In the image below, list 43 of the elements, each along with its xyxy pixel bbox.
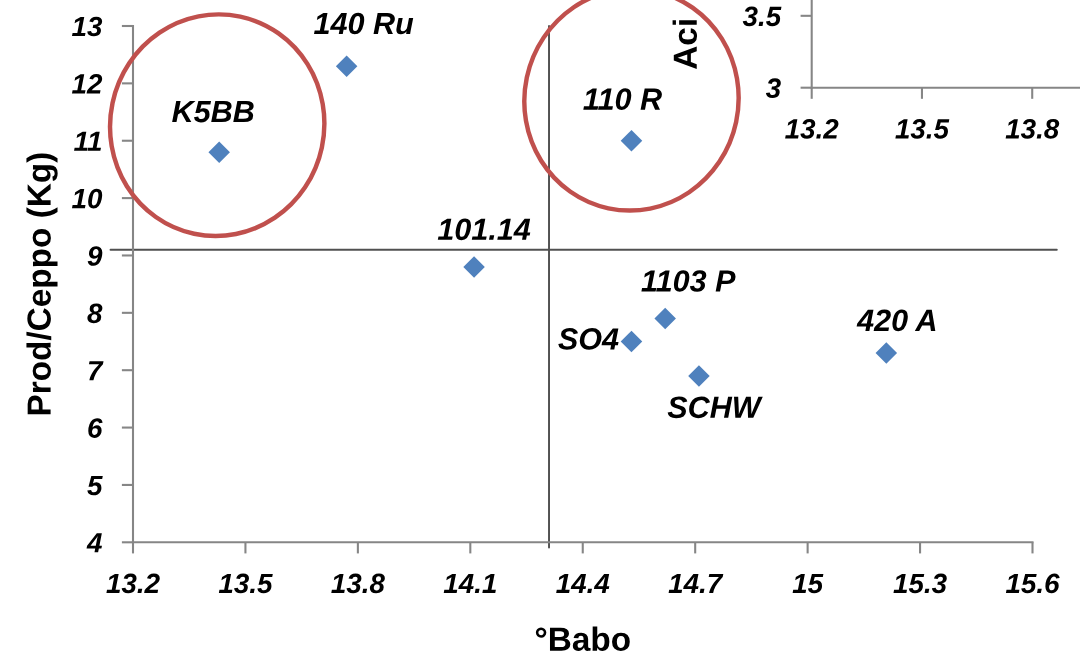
point	[688, 365, 710, 387]
point	[654, 307, 676, 330]
annotation: 420 A	[856, 309, 936, 332]
x-tick-label: 13.8	[1005, 118, 1060, 139]
x-tick-label: 15.6	[1005, 573, 1060, 594]
x-axis-title: °Babo	[535, 626, 630, 652]
x-tick-label: 13.2	[106, 573, 160, 594]
y-tick-label: 7	[88, 361, 104, 381]
annotation: K5BB	[172, 101, 254, 123]
x-tick-label: 14.7	[668, 573, 724, 593]
x-tick-label: 15.3	[893, 573, 947, 594]
x-tick-label: 13.8	[331, 573, 385, 594]
y-tick-label: 10	[72, 188, 103, 209]
y-tick-label: 6	[88, 418, 103, 438]
x-tick-label: 13.2	[785, 118, 839, 139]
x-tick-label: 13.5	[895, 118, 950, 139]
annotation: 140 Ru	[314, 12, 414, 35]
x-tick-label: 13.5	[218, 573, 273, 594]
point	[208, 141, 230, 163]
x-tick-label: 14.1	[443, 573, 496, 593]
y-axis-title: Prod/Ceppo (Kg)	[26, 153, 58, 415]
annotation: 1103 P	[641, 270, 736, 292]
y-tick-label: 5	[87, 475, 103, 496]
annotation: 110 R	[583, 88, 662, 110]
y-tick-label: 9	[87, 246, 103, 266]
annotation: SCHW	[667, 396, 763, 419]
x-tick-label: 15	[792, 573, 824, 594]
point	[620, 330, 643, 353]
y-tick-label: 12	[72, 74, 103, 94]
y-tick-label: 4	[86, 533, 102, 553]
point	[875, 342, 898, 364]
y-tick-label: 8	[87, 303, 103, 324]
annotation: 101.14	[437, 218, 531, 241]
x-tick-label: 14.4	[556, 573, 610, 593]
y-tick-label: 3	[765, 78, 781, 99]
y-tick-label: 11	[74, 131, 101, 151]
annotation: SO4	[558, 328, 619, 350]
y-tick-label: 3.5	[742, 6, 782, 27]
y-axis-title: Aci	[672, 20, 698, 69]
point	[335, 55, 358, 77]
y-tick-label: 13	[72, 16, 103, 37]
point	[620, 129, 643, 152]
point	[463, 256, 485, 278]
